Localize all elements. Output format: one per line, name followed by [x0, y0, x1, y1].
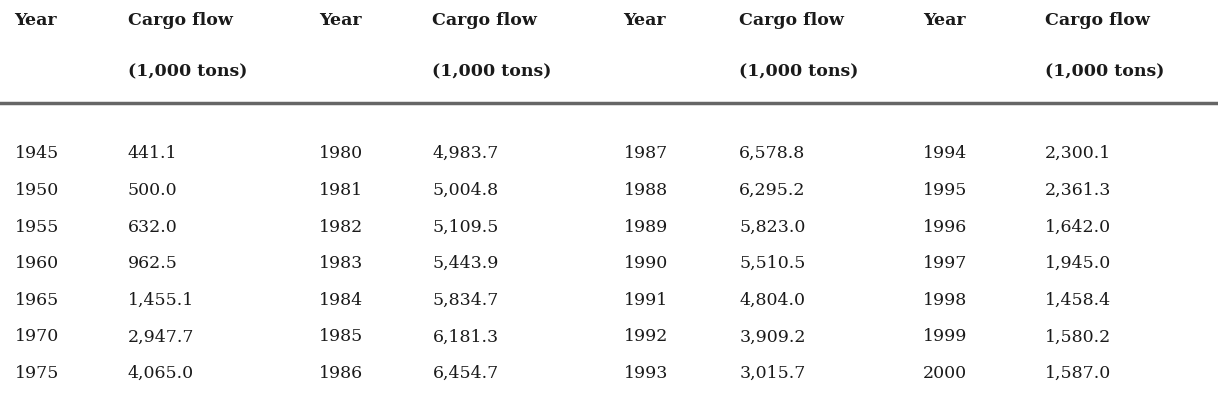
Text: 1992: 1992	[624, 328, 667, 345]
Text: 1998: 1998	[923, 292, 967, 309]
Text: Cargo flow: Cargo flow	[739, 12, 844, 29]
Text: 1981: 1981	[319, 182, 363, 199]
Text: 1990: 1990	[624, 255, 667, 272]
Text: 1999: 1999	[923, 328, 967, 345]
Text: Year: Year	[624, 12, 666, 29]
Text: 1985: 1985	[319, 328, 363, 345]
Text: 1989: 1989	[624, 219, 667, 236]
Text: 5,834.7: 5,834.7	[432, 292, 498, 309]
Text: Cargo flow: Cargo flow	[128, 12, 233, 29]
Text: 5,004.8: 5,004.8	[432, 182, 498, 199]
Text: 6,295.2: 6,295.2	[739, 182, 806, 199]
Text: 2000: 2000	[923, 365, 967, 382]
Text: 2,361.3: 2,361.3	[1045, 182, 1111, 199]
Text: 1950: 1950	[15, 182, 58, 199]
Text: 1945: 1945	[15, 145, 58, 162]
Text: 6,454.7: 6,454.7	[432, 365, 498, 382]
Text: Cargo flow: Cargo flow	[432, 12, 537, 29]
Text: Year: Year	[319, 12, 362, 29]
Text: 5,109.5: 5,109.5	[432, 219, 498, 236]
Text: 6,578.8: 6,578.8	[739, 145, 805, 162]
Text: 1988: 1988	[624, 182, 667, 199]
Text: 1,458.4: 1,458.4	[1045, 292, 1111, 309]
Text: 1,580.2: 1,580.2	[1045, 328, 1111, 345]
Text: 1996: 1996	[923, 219, 967, 236]
Text: 5,510.5: 5,510.5	[739, 255, 805, 272]
Text: (1,000 tons): (1,000 tons)	[1045, 64, 1164, 81]
Text: 1,945.0: 1,945.0	[1045, 255, 1111, 272]
Text: 4,983.7: 4,983.7	[432, 145, 498, 162]
Text: 6,181.3: 6,181.3	[432, 328, 498, 345]
Text: Cargo flow: Cargo flow	[1045, 12, 1150, 29]
Text: 1,587.0: 1,587.0	[1045, 365, 1111, 382]
Text: 1955: 1955	[15, 219, 58, 236]
Text: 1982: 1982	[319, 219, 363, 236]
Text: 1987: 1987	[624, 145, 667, 162]
Text: 2,947.7: 2,947.7	[128, 328, 195, 345]
Text: (1,000 tons): (1,000 tons)	[432, 64, 552, 81]
Text: 1983: 1983	[319, 255, 363, 272]
Text: 1,642.0: 1,642.0	[1045, 219, 1111, 236]
Text: 1965: 1965	[15, 292, 58, 309]
Text: 4,065.0: 4,065.0	[128, 365, 194, 382]
Text: 1997: 1997	[923, 255, 967, 272]
Text: 1995: 1995	[923, 182, 967, 199]
Text: 1975: 1975	[15, 365, 58, 382]
Text: 1994: 1994	[923, 145, 967, 162]
Text: 1970: 1970	[15, 328, 58, 345]
Text: 962.5: 962.5	[128, 255, 178, 272]
Text: 4,804.0: 4,804.0	[739, 292, 805, 309]
Text: 500.0: 500.0	[128, 182, 178, 199]
Text: 3,909.2: 3,909.2	[739, 328, 806, 345]
Text: Year: Year	[15, 12, 57, 29]
Text: 3,015.7: 3,015.7	[739, 365, 805, 382]
Text: 5,443.9: 5,443.9	[432, 255, 498, 272]
Text: 632.0: 632.0	[128, 219, 178, 236]
Text: 1984: 1984	[319, 292, 363, 309]
Text: 2,300.1: 2,300.1	[1045, 145, 1111, 162]
Text: 1986: 1986	[319, 365, 363, 382]
Text: 441.1: 441.1	[128, 145, 178, 162]
Text: 1993: 1993	[624, 365, 667, 382]
Text: 1960: 1960	[15, 255, 58, 272]
Text: (1,000 tons): (1,000 tons)	[739, 64, 859, 81]
Text: 1,455.1: 1,455.1	[128, 292, 194, 309]
Text: (1,000 tons): (1,000 tons)	[128, 64, 247, 81]
Text: Year: Year	[923, 12, 966, 29]
Text: 1991: 1991	[624, 292, 667, 309]
Text: 1980: 1980	[319, 145, 363, 162]
Text: 5,823.0: 5,823.0	[739, 219, 805, 236]
